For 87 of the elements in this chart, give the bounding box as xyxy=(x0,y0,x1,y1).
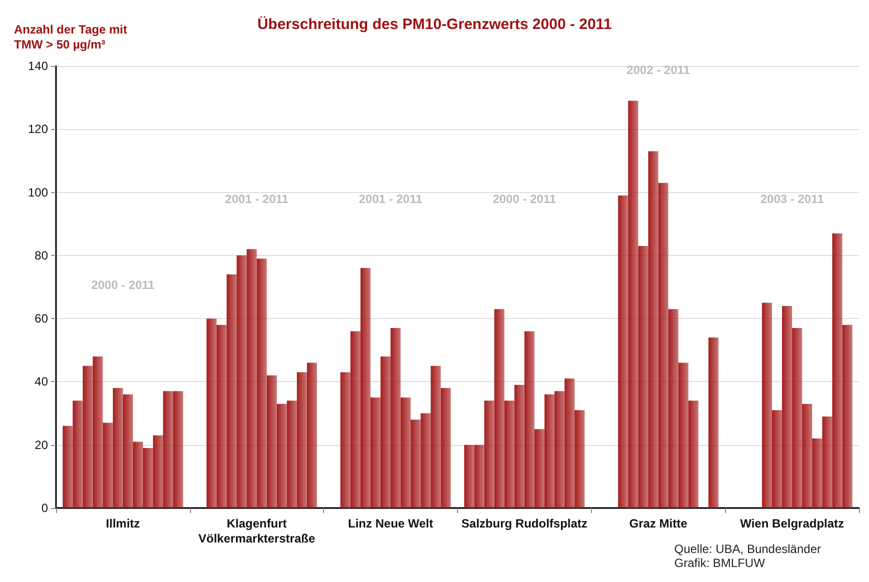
annotation: 2003 - 2011 xyxy=(760,192,824,206)
bar xyxy=(226,274,237,508)
bar xyxy=(842,324,852,508)
bar xyxy=(350,331,360,508)
x-tick-label: Illmitz xyxy=(106,516,140,530)
x-tick-label: Linz Neue Welt xyxy=(348,516,434,530)
bar xyxy=(708,338,718,508)
bar xyxy=(474,444,484,508)
bar xyxy=(832,233,842,508)
bar xyxy=(380,356,391,508)
bar xyxy=(266,375,277,508)
source-note: Quelle: UBA, Bundesländer Grafik: BMLFUW xyxy=(674,542,822,570)
bar xyxy=(246,249,257,508)
annotation: 2001 - 2011 xyxy=(225,192,289,206)
bar xyxy=(574,410,585,508)
bar xyxy=(370,398,381,508)
bar xyxy=(782,306,792,508)
x-tick-label: Graz Mitte xyxy=(629,516,688,530)
bar xyxy=(286,400,297,508)
bar xyxy=(464,444,474,508)
bar xyxy=(792,328,802,508)
bar xyxy=(340,372,350,508)
bar xyxy=(762,302,772,508)
x-tick-label: Klagenfurt Völkermarkterstraße xyxy=(198,516,316,546)
bar xyxy=(296,372,307,508)
bar xyxy=(132,442,143,508)
bar xyxy=(390,328,401,508)
bar xyxy=(306,362,317,508)
bar xyxy=(256,258,267,508)
chart-title: Überschreitung des PM10-Grenzwerts 2000 - 2011 xyxy=(257,16,612,33)
bar xyxy=(142,448,154,508)
bar xyxy=(173,391,184,508)
bar xyxy=(668,309,678,508)
bar xyxy=(638,246,648,508)
bar xyxy=(772,410,782,508)
bar xyxy=(504,400,514,508)
bar xyxy=(153,435,164,508)
bar xyxy=(440,388,451,508)
bar xyxy=(628,100,638,508)
y-axis-title: Anzahl der Tage mit TMW > 50 µg/m³ xyxy=(14,22,128,52)
bar xyxy=(494,309,504,508)
bar xyxy=(534,429,544,508)
bar xyxy=(122,394,133,508)
annotation: 2000 - 2011 xyxy=(91,278,155,292)
y-tick-label: 40 xyxy=(34,374,48,389)
y-tick-label: 80 xyxy=(34,248,48,262)
bar xyxy=(688,400,698,508)
bar xyxy=(400,398,411,508)
bar xyxy=(410,420,421,508)
bar xyxy=(524,331,534,508)
y-tick-label: 140 xyxy=(28,59,48,73)
bar xyxy=(420,413,431,508)
bar xyxy=(206,318,217,508)
bar xyxy=(618,195,628,508)
y-tick-label: 0 xyxy=(41,501,48,515)
bar xyxy=(514,384,524,508)
bar xyxy=(72,400,83,508)
bar xyxy=(812,438,822,508)
bar xyxy=(564,378,575,508)
bar xyxy=(802,404,812,508)
y-tick-label: 120 xyxy=(28,122,48,136)
y-tick-label: 20 xyxy=(34,438,48,452)
y-tick-label: 60 xyxy=(34,312,48,326)
bar xyxy=(216,324,227,508)
bar xyxy=(822,416,832,508)
y-tick-label: 100 xyxy=(28,185,48,200)
bar xyxy=(102,422,113,508)
annotation: 2001 - 2011 xyxy=(358,192,423,206)
annotation: 2002 - 2011 xyxy=(626,63,690,77)
bar xyxy=(648,151,658,508)
bar xyxy=(276,404,287,508)
bar xyxy=(554,391,565,508)
bar xyxy=(112,388,123,508)
bar xyxy=(484,400,494,508)
bar xyxy=(544,394,555,508)
bar xyxy=(163,391,174,508)
bar xyxy=(658,182,668,508)
bar xyxy=(82,366,93,508)
bar xyxy=(62,426,73,508)
bar xyxy=(360,268,371,508)
bar xyxy=(430,366,441,508)
bar xyxy=(92,356,103,508)
annotation: 2000 - 2011 xyxy=(492,192,556,206)
bar xyxy=(236,255,247,508)
bar xyxy=(678,362,688,508)
x-tick-label: Wien Belgradplatz xyxy=(740,516,844,530)
x-tick-label: Salzburg Rudolfsplatz xyxy=(461,516,588,530)
